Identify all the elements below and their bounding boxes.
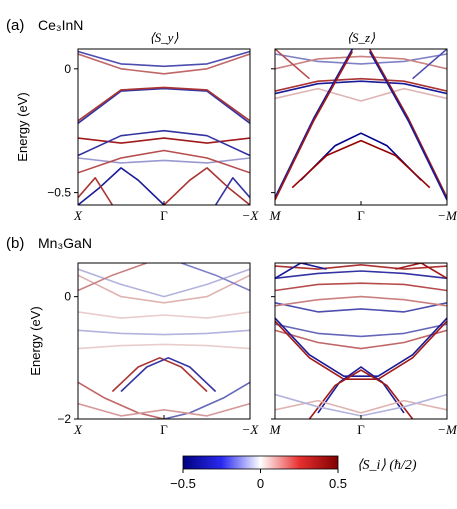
band-line bbox=[368, 49, 447, 198]
y-axis-label-a: Energy (eV) bbox=[15, 92, 30, 161]
band-line bbox=[275, 263, 327, 279]
x-tick-label: −M bbox=[437, 422, 457, 437]
band-line bbox=[214, 177, 250, 205]
band-line bbox=[78, 311, 250, 319]
colorbar bbox=[182, 455, 339, 470]
band-line bbox=[275, 295, 447, 307]
band-line bbox=[78, 167, 165, 205]
band-line bbox=[275, 317, 447, 377]
band-line bbox=[78, 87, 250, 124]
band-line bbox=[275, 302, 447, 313]
x-tick-label: −M bbox=[437, 208, 457, 223]
band-line bbox=[412, 49, 447, 80]
x-tick-label: M bbox=[269, 422, 282, 437]
band-line bbox=[275, 320, 447, 380]
band-line bbox=[78, 263, 148, 292]
section-label-b: (b) bbox=[6, 235, 24, 252]
y-tick-label: −0.5 bbox=[47, 186, 71, 200]
band-line bbox=[275, 87, 447, 102]
axis-ticks-b: X Γ −X 0 −2 M Γ −M bbox=[57, 290, 457, 437]
band-line bbox=[275, 323, 447, 338]
x-tick-label: Γ bbox=[160, 208, 168, 223]
colorbar-tick-label: −0.5 bbox=[170, 476, 196, 491]
colorbar-label: ⟨S_i⟩ (ħ/2) bbox=[357, 458, 417, 473]
band-line bbox=[275, 55, 447, 70]
section-label-a: (a) bbox=[6, 17, 24, 34]
colorbar-tick-label: 0 bbox=[257, 476, 264, 491]
plot-frame-b-left bbox=[77, 262, 251, 420]
y-tick-label: 0 bbox=[64, 62, 71, 76]
band-line bbox=[78, 177, 114, 205]
plot-frame-a-sy bbox=[77, 48, 251, 206]
band-line bbox=[275, 77, 447, 92]
band-line bbox=[111, 357, 208, 393]
band-line bbox=[78, 274, 250, 304]
band-line bbox=[78, 381, 165, 419]
band-line bbox=[78, 329, 250, 336]
band-line bbox=[275, 264, 447, 270]
band-line bbox=[78, 129, 250, 157]
y-tick-label: 0 bbox=[64, 290, 71, 304]
band-line bbox=[395, 263, 447, 279]
band-line bbox=[275, 270, 447, 280]
band-line bbox=[368, 51, 447, 201]
colorbar-ticks: −0.5 0 0.5 bbox=[170, 469, 347, 491]
y-tick-label: −2 bbox=[57, 412, 71, 426]
band-line bbox=[308, 369, 414, 419]
x-tick-label: −X bbox=[242, 208, 260, 223]
band-line bbox=[275, 80, 447, 95]
band-line bbox=[78, 343, 250, 350]
band-line bbox=[275, 282, 447, 292]
plot-frame-a-sz bbox=[274, 48, 448, 206]
plot-panel-a-sz bbox=[275, 49, 447, 201]
x-tick-label: Γ bbox=[160, 422, 168, 437]
x-tick-label: X bbox=[73, 208, 83, 223]
material-label-a: Ce₃InN bbox=[38, 17, 83, 33]
band-line bbox=[291, 139, 431, 189]
plot-panel-b-right bbox=[275, 263, 447, 419]
band-line bbox=[275, 53, 447, 65]
band-line bbox=[163, 381, 250, 419]
plot-panel-b-left bbox=[78, 263, 250, 419]
band-line bbox=[275, 49, 310, 80]
band-line bbox=[78, 402, 250, 417]
band-line bbox=[78, 53, 250, 75]
x-tick-label: X bbox=[73, 422, 83, 437]
colorbar-tick-label: 0.5 bbox=[329, 476, 347, 491]
band-line bbox=[275, 51, 354, 201]
band-line bbox=[78, 50, 250, 68]
band-line bbox=[78, 268, 250, 298]
plot-panel-a-sy bbox=[78, 50, 250, 205]
axis-ticks-a: X Γ −X 0 −0.5 M Γ −M bbox=[47, 62, 457, 223]
x-tick-label: Γ bbox=[357, 422, 365, 437]
panel-title-sz: ⟨S_z⟩ bbox=[347, 30, 375, 45]
material-label-b: Mn₃GaN bbox=[38, 235, 92, 251]
x-tick-label: Γ bbox=[357, 208, 365, 223]
band-line bbox=[78, 157, 250, 164]
band-line bbox=[78, 86, 250, 122]
band-line bbox=[180, 263, 250, 292]
band-line bbox=[317, 366, 405, 414]
band-line bbox=[78, 149, 250, 174]
band-line bbox=[78, 137, 250, 144]
band-line bbox=[275, 329, 447, 350]
y-axis-label-b: Energy (eV) bbox=[28, 306, 43, 375]
band-line bbox=[275, 49, 354, 198]
x-tick-label: M bbox=[269, 208, 282, 223]
band-line bbox=[120, 357, 217, 393]
x-tick-label: −X bbox=[242, 422, 260, 437]
panel-title-sy: ⟨S_y⟩ bbox=[150, 30, 179, 45]
band-line bbox=[163, 167, 250, 205]
band-line bbox=[275, 399, 447, 414]
